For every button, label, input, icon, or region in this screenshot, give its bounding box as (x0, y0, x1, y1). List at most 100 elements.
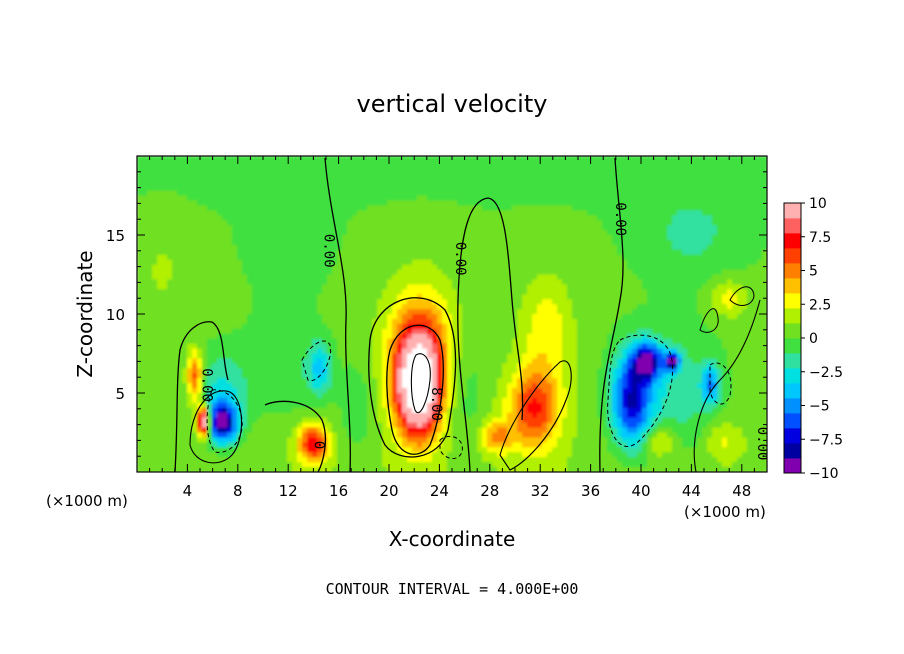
heatmap-cell (217, 397, 223, 404)
heatmap-cell (442, 249, 448, 256)
heatmap-cell (422, 279, 428, 285)
heatmap-cell (157, 452, 163, 458)
heatmap-cell (517, 170, 523, 177)
heatmap-cell (327, 210, 333, 216)
heatmap-cell (327, 279, 333, 285)
heatmap-cell (252, 165, 258, 172)
heatmap-cell (197, 328, 203, 335)
heatmap-cell (347, 165, 353, 172)
heatmap-cell (337, 432, 343, 439)
heatmap-cell (152, 190, 158, 197)
heatmap-cell (247, 437, 253, 443)
heatmap-cell (282, 244, 288, 251)
heatmap-cell (332, 299, 338, 305)
heatmap-cell (382, 264, 388, 271)
heatmap-cell (457, 402, 463, 409)
heatmap-cell (307, 156, 313, 162)
heatmap-cell (277, 274, 283, 281)
heatmap-cell (507, 239, 513, 246)
heatmap-cell (212, 457, 218, 463)
heatmap-cell (417, 200, 423, 206)
heatmap-cell (392, 422, 398, 429)
heatmap-cell (452, 358, 458, 364)
heatmap-cell (367, 156, 373, 162)
heatmap-cell (497, 190, 503, 197)
heatmap-cell (492, 269, 498, 276)
heatmap-cell (237, 323, 243, 330)
heatmap-cell (347, 304, 353, 310)
heatmap-cell (487, 437, 493, 443)
heatmap-cell (497, 373, 503, 379)
heatmap-cell (512, 225, 518, 231)
heatmap-cell (332, 422, 338, 429)
heatmap-cell (452, 284, 458, 290)
heatmap-cell (472, 175, 478, 182)
heatmap-cell (362, 304, 368, 310)
heatmap-cell (522, 299, 528, 305)
heatmap-cell (217, 175, 223, 182)
heatmap-cell (487, 457, 493, 463)
heatmap-cell (267, 294, 273, 300)
heatmap-cell (342, 383, 348, 389)
heatmap-cell (477, 358, 483, 364)
heatmap-cell (302, 294, 308, 300)
heatmap-cell (222, 343, 228, 350)
heatmap-cell (512, 170, 518, 177)
heatmap-cell (447, 180, 453, 187)
heatmap-cell (502, 259, 508, 266)
heatmap-cell (142, 333, 148, 340)
heatmap-cell (482, 427, 488, 434)
heatmap-cell (427, 294, 433, 300)
heatmap-cell (307, 259, 313, 266)
heatmap-cell (307, 388, 313, 394)
heatmap-cell (507, 304, 513, 310)
heatmap-cell (302, 244, 308, 251)
heatmap-cell (427, 289, 433, 295)
heatmap-cell (337, 190, 343, 197)
heatmap-cell (267, 269, 273, 276)
heatmap-cell (137, 156, 143, 162)
heatmap-cell (147, 205, 153, 211)
heatmap-cell (177, 388, 183, 394)
heatmap-cell (407, 190, 413, 197)
heatmap-cell (247, 215, 253, 221)
heatmap-cell (292, 343, 298, 350)
heatmap-cell (172, 383, 178, 389)
heatmap-cell (467, 318, 473, 325)
heatmap-cell (157, 200, 163, 206)
heatmap-cell (137, 210, 143, 216)
heatmap-cell (457, 373, 463, 379)
heatmap-cell (402, 393, 408, 399)
heatmap-cell (422, 432, 428, 439)
heatmap-cell (162, 239, 168, 246)
heatmap-cell (182, 333, 188, 340)
heatmap-cell (342, 363, 348, 369)
heatmap-cell (342, 274, 348, 281)
heatmap-cell (362, 467, 368, 472)
heatmap-cell (222, 299, 228, 305)
heatmap-cell (407, 442, 413, 448)
heatmap-cell (257, 397, 263, 404)
heatmap-cell (487, 200, 493, 206)
heatmap-cell (287, 358, 293, 364)
heatmap-cell (362, 170, 368, 177)
heatmap-cell (207, 467, 213, 472)
heatmap-cell (517, 190, 523, 197)
heatmap-cell (227, 289, 233, 295)
heatmap-cell (322, 160, 328, 167)
heatmap-cell (512, 373, 518, 379)
heatmap-cell (257, 437, 263, 443)
heatmap-cell (257, 383, 263, 389)
heatmap-cell (227, 175, 233, 182)
heatmap-cell (492, 284, 498, 290)
heatmap-cell (287, 239, 293, 246)
heatmap-cell (462, 215, 468, 221)
heatmap-cell (227, 156, 233, 162)
heatmap-cell (327, 328, 333, 335)
heatmap-cell (157, 314, 163, 320)
heatmap-cell (482, 457, 488, 463)
heatmap-cell (447, 264, 453, 271)
heatmap-cell (197, 304, 203, 310)
heatmap-cell (377, 309, 383, 315)
heatmap-cell (317, 279, 323, 285)
